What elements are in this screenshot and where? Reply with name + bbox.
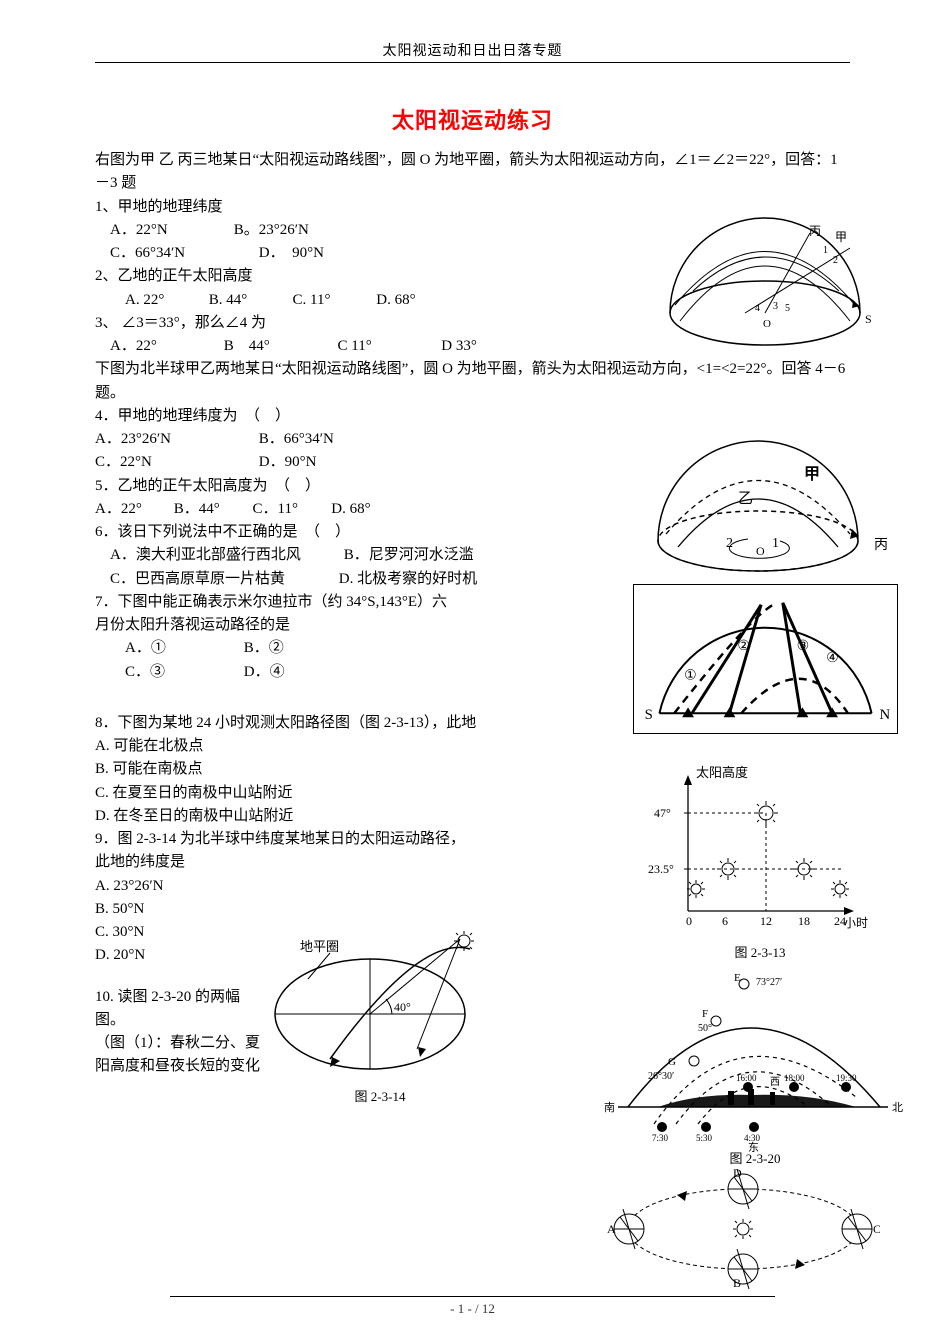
figure-6-efg: E 73°27′ F 50° G 26°30′ 西 16:00 18:00 19…	[598, 969, 908, 1154]
svg-text:12: 12	[760, 914, 772, 928]
svg-text:F: F	[702, 1008, 708, 1020]
svg-text:D: D	[733, 1169, 742, 1180]
svg-text:③: ③	[797, 638, 809, 653]
svg-text:①: ①	[684, 668, 696, 683]
svg-text:0: 0	[686, 914, 692, 928]
svg-text:小时: 小时	[844, 916, 868, 930]
svg-text:S: S	[645, 707, 653, 723]
q4-opt-d: D．90°N	[259, 451, 317, 474]
running-header: 太阳视运动和日出日落专题	[95, 40, 850, 60]
svg-text:4: 4	[755, 303, 760, 314]
content-area: 丙 甲 O S 3 5 4 1 2 甲 乙	[95, 149, 850, 1079]
svg-text:73°27′: 73°27′	[756, 977, 782, 988]
svg-text:26°30′: 26°30′	[648, 1071, 674, 1082]
figure-5-caption: 图 2-3-14	[330, 1087, 430, 1107]
svg-text:G: G	[668, 1056, 676, 1068]
svg-text:E: E	[734, 972, 741, 984]
svg-text:24: 24	[834, 914, 846, 928]
q7-opt-c: C．③	[125, 661, 240, 684]
figure-4-chart-2-3-13: 太阳高度 小时 47° 23.5° 0 6 12 18 24	[648, 761, 868, 939]
figure-5-horizon: 40° 地平圈	[260, 919, 490, 1089]
q1-opt-a: A．22°N	[95, 219, 230, 242]
q3-opt-b: B 44°	[224, 335, 334, 358]
svg-text:西: 西	[770, 1077, 780, 1088]
q4-opt-b: B．66°34′N	[259, 428, 334, 451]
svg-text:②: ②	[737, 638, 749, 653]
svg-text:18:00: 18:00	[784, 1073, 805, 1083]
svg-text:甲: 甲	[835, 230, 847, 244]
figure-3-sn-arcs: S N ① ② ③ ④	[633, 584, 898, 734]
q2-opt-d: D. 68°	[376, 289, 415, 312]
figure-4-caption: 图 2-3-13	[710, 943, 810, 963]
q3-opt-c: C 11°	[338, 335, 438, 358]
q7-opt-a: A．①	[125, 637, 240, 660]
svg-text:O: O	[756, 544, 765, 558]
svg-text:3: 3	[773, 301, 778, 312]
q5-opt-d: D. 68°	[331, 498, 370, 521]
svg-text:S: S	[865, 312, 872, 326]
svg-text:乙: 乙	[738, 491, 753, 507]
q8-opt-a: A. 可能在北极点	[95, 735, 850, 758]
q7-opt-d: D．④	[244, 661, 285, 684]
figure-7-orbit: A D C B	[605, 1169, 880, 1289]
figure-1-dome: 丙 甲 O S 3 5 4 1 2	[655, 193, 880, 353]
svg-text:1: 1	[772, 536, 779, 551]
figure-2-dome: 甲 乙 O 2 1 丙	[638, 429, 898, 579]
svg-text:N: N	[879, 707, 890, 723]
q3-opt-d: D 33°	[441, 335, 477, 358]
q2-opt-b: B. 44°	[209, 289, 289, 312]
svg-text:16:00: 16:00	[736, 1073, 757, 1083]
svg-text:23.5°: 23.5°	[648, 862, 674, 876]
q5-opt-b: B．44°	[174, 498, 249, 521]
svg-text:2: 2	[833, 255, 838, 266]
svg-text:19:30: 19:30	[836, 1073, 857, 1083]
svg-text:40°: 40°	[394, 1000, 411, 1014]
q5-opt-a: A．22°	[95, 498, 170, 521]
q6-opt-b: B．尼罗河河水泛滥	[344, 544, 474, 567]
figure-6-caption: 图 2-3-20	[705, 1149, 805, 1169]
svg-text:南: 南	[604, 1101, 615, 1114]
q7-opt-b: B．②	[244, 637, 284, 660]
header-rule	[95, 62, 850, 63]
svg-text:A: A	[607, 1222, 616, 1236]
svg-text:1: 1	[823, 245, 828, 256]
intro-1: 右图为甲 乙 丙三地某日“太阳视运动路线图”，圆 O 为地平圈，箭头为太阳视运动…	[95, 149, 850, 196]
svg-text:甲: 甲	[804, 465, 820, 483]
svg-text:④: ④	[826, 650, 838, 665]
svg-text:B: B	[733, 1276, 741, 1289]
svg-text:C: C	[873, 1222, 880, 1236]
svg-text:7:30: 7:30	[652, 1133, 669, 1143]
svg-text:太阳高度: 太阳高度	[696, 765, 748, 780]
q6-opt-d: D. 北极考察的好时机	[339, 568, 477, 591]
svg-text:6: 6	[722, 914, 728, 928]
q4-opt-c: C．22°N	[95, 451, 255, 474]
svg-text:5: 5	[785, 303, 790, 314]
q1-opt-c: C．66°34′N	[95, 242, 255, 265]
svg-text:北: 北	[892, 1101, 903, 1114]
q6-opt-c: C．巴西高原草原一片枯黄	[110, 568, 335, 591]
q4-stem: 4．甲地的地理纬度为 （ ）	[95, 405, 850, 428]
main-title: 太阳视运动练习	[95, 103, 850, 135]
svg-text:47°: 47°	[654, 806, 671, 820]
svg-text:O: O	[763, 318, 771, 330]
intro-2: 下图为北半球甲乙两地某日“太阳视运动路线图”，圆 O 为地平圈，箭头为太阳视运动…	[95, 358, 850, 405]
page-footer: - 1 - / 12	[0, 1296, 945, 1317]
svg-text:18: 18	[798, 914, 810, 928]
q2-opt-c: C. 11°	[293, 289, 373, 312]
q6-opt-a: A．澳大利亚北部盛行西北风	[110, 544, 340, 567]
page: 太阳视运动和日出日落专题 太阳视运动练习 丙 甲 O S 3 5 4 1	[0, 0, 945, 1337]
q1-opt-b: B。23°26′N	[234, 219, 309, 242]
q1-opt-d: D． 90°N	[259, 242, 324, 265]
q4-opt-a: A．23°26′N	[95, 428, 255, 451]
svg-text:丙: 丙	[809, 224, 821, 238]
page-number: - 1 - / 12	[450, 1301, 495, 1316]
svg-text:丙: 丙	[874, 538, 888, 553]
q5-opt-c: C．11°	[253, 498, 328, 521]
svg-text:50°: 50°	[698, 1023, 712, 1034]
q2-opt-a: A. 22°	[125, 289, 205, 312]
svg-text:5:30: 5:30	[696, 1133, 713, 1143]
svg-text:地平圈: 地平圈	[300, 939, 339, 954]
q3-opt-a: A．22°	[110, 335, 220, 358]
